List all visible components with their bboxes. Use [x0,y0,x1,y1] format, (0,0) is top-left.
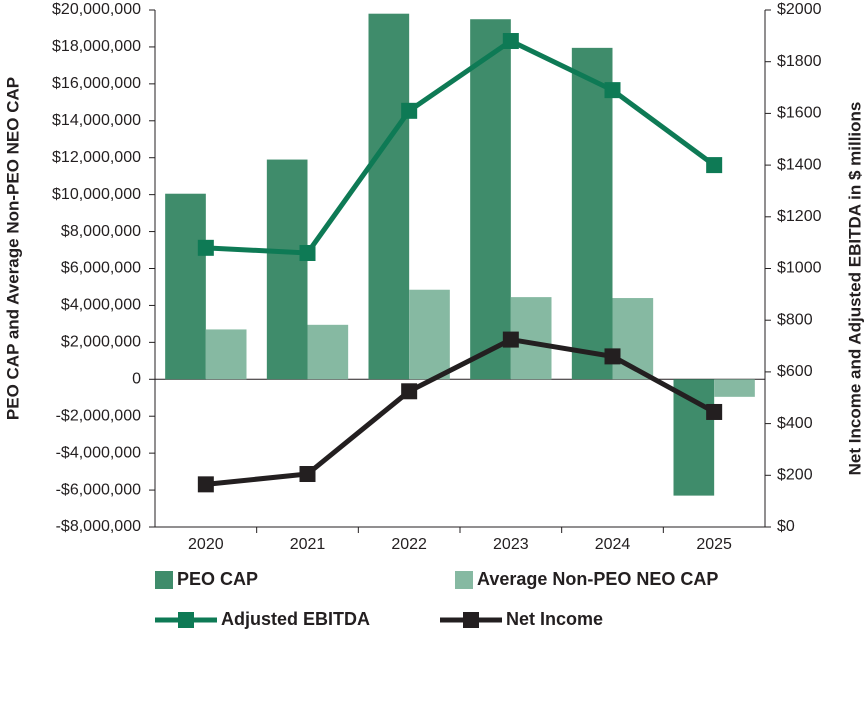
marker [401,102,418,119]
y-tick-label: 0 [132,371,141,388]
x-tick-label: 2022 [391,536,427,553]
marker [706,157,723,174]
marker [706,403,723,420]
bar [571,47,613,380]
x-tick-label: 2020 [188,536,224,553]
y2-tick-label: $200 [777,467,813,484]
y2-tick-label: $2000 [777,1,822,18]
bar [368,13,410,380]
y-tick-label: $20,000,000 [52,1,141,18]
bar [165,193,206,380]
y2-tick-label: $800 [777,311,813,328]
y-tick-label: -$2,000,000 [56,407,142,424]
y-tick-label: $6,000,000 [61,260,141,277]
bar [714,379,755,397]
x-tick-label: 2021 [290,536,326,553]
bar [470,19,511,380]
marker [502,331,519,348]
marker [299,466,316,483]
marker [197,239,214,256]
y-tick-label: $14,000,000 [52,112,141,129]
legend-marker [178,612,194,628]
bar [307,324,349,380]
legend-label: PEO CAP [177,569,258,589]
y2-tick-label: $1400 [777,156,822,173]
y-tick-label: $4,000,000 [61,297,141,314]
y-tick-label: $18,000,000 [52,38,141,55]
y-tick-label: $12,000,000 [52,149,141,166]
y-axis-title: PEO CAP and Average Non-PEO NEO CAP [3,77,22,420]
y-tick-label: -$6,000,000 [56,481,142,498]
legend-marker [463,612,479,628]
y-tick-label: $8,000,000 [61,223,141,240]
marker [604,82,621,99]
y2-tick-label: $1800 [777,53,822,70]
y-tick-label: -$4,000,000 [56,444,142,461]
x-tick-label: 2024 [595,536,631,553]
x-tick-label: 2023 [493,536,529,553]
y-tick-label: $10,000,000 [52,186,141,203]
y2-axis-title: Net Income and Adjusted EBITDA in $ mill… [845,102,864,476]
bar [673,379,715,496]
marker [502,33,519,50]
legend-swatch [155,571,173,589]
y2-tick-label: $1200 [777,208,822,225]
marker [401,383,418,400]
y2-tick-label: $400 [777,415,813,432]
y-tick-label: $16,000,000 [52,75,141,92]
bar [205,329,247,380]
legend-swatch [455,571,473,589]
y2-tick-label: $1000 [777,260,822,277]
legend-label: Adjusted EBITDA [221,609,370,629]
y2-tick-label: $1600 [777,105,822,122]
y2-tick-label: $0 [777,518,795,535]
legend-label: Average Non-PEO NEO CAP [477,569,718,589]
marker [604,348,621,365]
y-tick-label: $2,000,000 [61,334,141,351]
marker [299,244,316,261]
x-tick-label: 2025 [696,536,732,553]
marker [197,476,214,493]
line [205,38,716,256]
legend-label: Net Income [506,609,603,629]
bar [266,159,308,380]
line [205,336,716,487]
bar [409,289,450,380]
y-tick-label: -$8,000,000 [56,518,142,535]
y2-tick-label: $600 [777,363,813,380]
